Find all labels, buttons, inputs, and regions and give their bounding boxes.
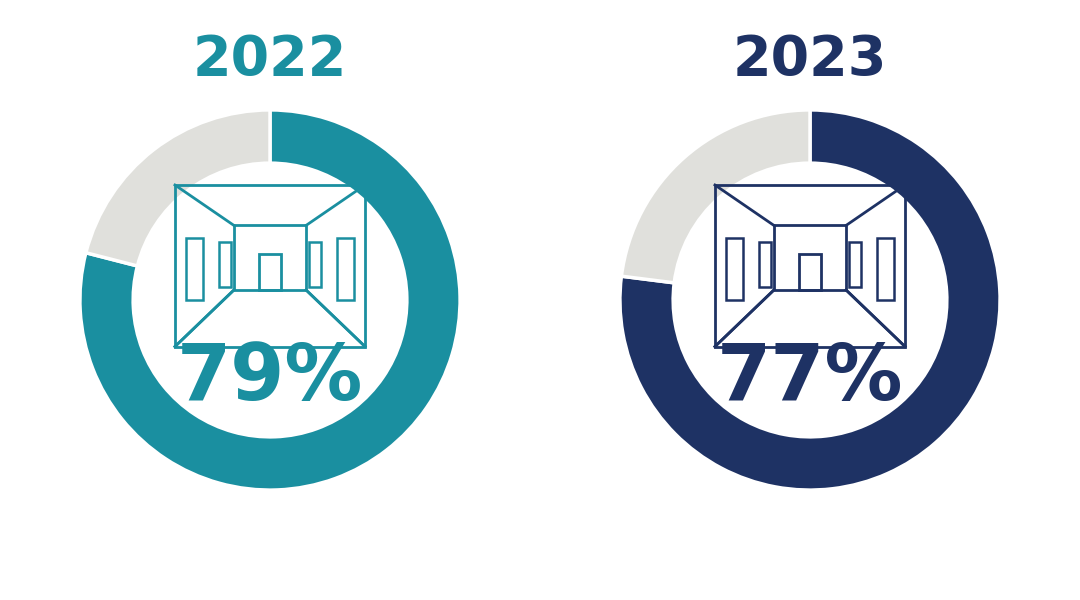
Wedge shape: [621, 110, 810, 283]
Bar: [849, 242, 862, 287]
Bar: [337, 238, 353, 300]
Text: 2022: 2022: [193, 33, 347, 87]
Bar: [218, 242, 231, 287]
Bar: [234, 226, 306, 290]
Bar: [727, 238, 743, 300]
Bar: [259, 254, 281, 290]
Bar: [309, 242, 322, 287]
Bar: [877, 238, 893, 300]
Bar: [715, 185, 905, 347]
Bar: [799, 254, 821, 290]
Wedge shape: [620, 110, 1000, 490]
Wedge shape: [86, 110, 270, 266]
Bar: [175, 185, 365, 347]
Wedge shape: [80, 110, 460, 490]
Text: 2023: 2023: [733, 33, 887, 87]
Text: 77%: 77%: [717, 340, 903, 416]
Bar: [187, 238, 203, 300]
Bar: [774, 226, 846, 290]
Bar: [758, 242, 771, 287]
Text: 79%: 79%: [177, 340, 363, 416]
